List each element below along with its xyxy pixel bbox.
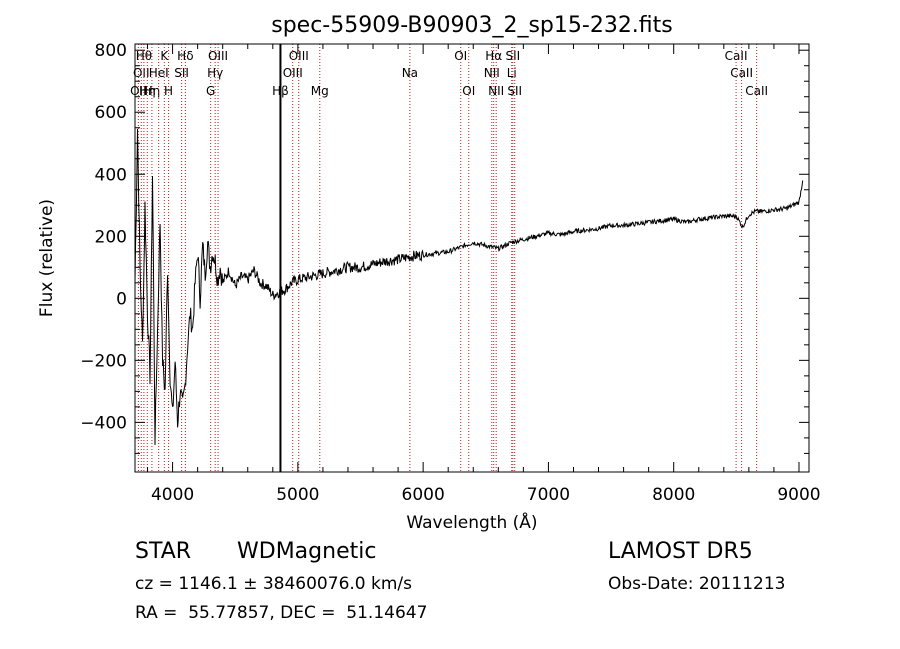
spectral-line-label: Hγ [207,66,223,80]
series-layer [134,44,804,472]
spectral-line-label: Li [507,66,517,80]
spectral-line-label: Hη [144,84,161,98]
spectral-line-label: SII [507,84,522,98]
y-tick-label: 200 [95,227,127,247]
spectral-line-label: HeI [149,66,169,80]
spectral-line-label: Hδ [177,49,193,63]
x-tick-label: 9000 [777,485,820,505]
survey-label: LAMOST DR5 [608,539,753,564]
x-axis-label: Wavelength (Å) [406,511,537,533]
spectral-line-label: OI [454,49,467,63]
x-tick-label: 4000 [151,485,194,505]
redshift-line: cz = 1146.1 ± 38460076.0 km/s [135,574,412,594]
x-tick-label: 5000 [276,485,319,505]
ra-dec: RA = 55.77857, DEC = 51.14647 [135,603,428,623]
spectral-line-label: Hη [139,84,156,98]
spectral-line-label: OI [462,84,475,98]
object-class: STAR [135,539,192,564]
x-tick-label: 7000 [527,485,570,505]
y-tick-label: −400 [80,413,127,433]
plot-frame [134,43,810,473]
spectral-line-label: Hα [485,49,502,63]
y-tick-label: 400 [95,165,127,185]
spectrum-line [134,128,804,446]
spectral-line-label: Mg [311,84,329,98]
y-tick-label: −200 [80,351,127,371]
spectral-line-label: OIII [283,66,303,80]
spectral-line-label: Hθ [136,49,152,63]
spectral-line-label: SII [505,49,520,63]
spectral-line-label: NII [488,84,504,98]
obs-date: Obs-Date: 20111213 [608,574,786,594]
spectral-line-label: OIII [208,49,228,63]
x-tick-label: 6000 [402,485,445,505]
spectral-line-label: SII [174,66,189,80]
spectral-line-label: Na [402,66,418,80]
object-subclass: WDMagnetic [237,539,377,564]
spectral-line-label: CaII [745,84,768,98]
spectral-line-label: G [206,84,215,98]
spectral-line-label: OII [130,84,147,98]
y-axis-label: Flux (relative) [37,199,57,317]
y-tick-label: 0 [116,289,127,309]
spectral-line-label: NII [484,66,500,80]
spectral-line-label: CaII [725,49,748,63]
x-tick-label: 8000 [652,485,695,505]
spectral-line-label: K [160,49,169,63]
spectral-line-label: OIII [289,49,309,63]
spectral-line-label: H [164,84,173,98]
y-tick-label: 800 [95,41,127,61]
emission-lines-layer: OIIOIIHθHηHηHeIKHHδSIIGHγOIIIHβOIIIOIIIM… [130,44,768,472]
chart-title: spec-55909-B90903_2_sp15-232.fits [271,13,673,38]
spectral-line-label: OII [133,66,150,80]
spectral-line-label: CaII [730,66,753,80]
axes-layer: 4000 5000 6000 7000 8000 9000 −400 −200 0 200 400 6… [80,41,820,505]
y-tick-label: 600 [95,103,127,123]
